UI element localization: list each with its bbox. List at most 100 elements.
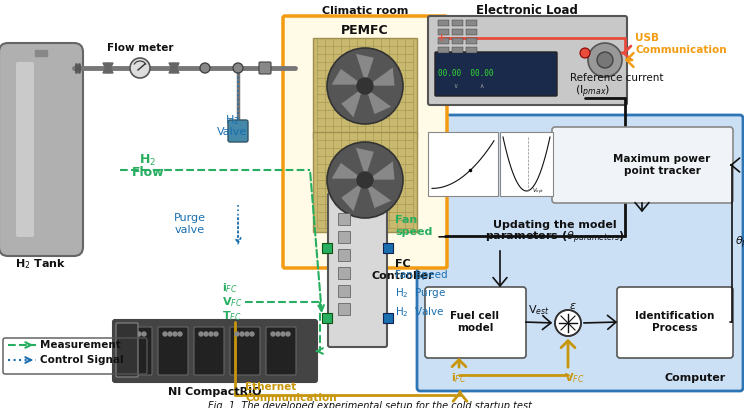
FancyBboxPatch shape: [158, 327, 188, 375]
Circle shape: [327, 142, 403, 218]
Text: Fan speed: Fan speed: [395, 270, 448, 280]
Circle shape: [555, 310, 581, 336]
Circle shape: [286, 332, 290, 336]
Circle shape: [235, 332, 239, 336]
Bar: [466, 47, 477, 53]
Bar: [338, 303, 350, 315]
Polygon shape: [331, 162, 359, 179]
Bar: [428, 132, 498, 196]
Text: Ethernet: Ethernet: [245, 382, 296, 392]
Bar: [313, 132, 417, 232]
Polygon shape: [169, 63, 179, 73]
Bar: [466, 38, 477, 44]
Bar: [500, 132, 553, 196]
Bar: [438, 29, 449, 35]
FancyBboxPatch shape: [230, 327, 260, 375]
Polygon shape: [372, 161, 395, 180]
Text: parameters ($\theta_{parameters}$): parameters ($\theta_{parameters}$): [485, 230, 625, 246]
Polygon shape: [169, 63, 179, 73]
Text: V       A: V A: [448, 84, 484, 89]
Polygon shape: [103, 63, 113, 73]
Circle shape: [142, 332, 146, 336]
Polygon shape: [372, 67, 395, 86]
Circle shape: [271, 332, 275, 336]
Text: −: −: [436, 229, 448, 243]
Text: H$_2$: H$_2$: [139, 153, 156, 168]
Bar: [466, 20, 477, 26]
Circle shape: [130, 58, 150, 78]
Circle shape: [214, 332, 218, 336]
Circle shape: [137, 332, 141, 336]
Bar: [338, 231, 350, 243]
Circle shape: [173, 332, 177, 336]
Text: (I$_{pmax}$): (I$_{pmax}$): [575, 84, 610, 100]
Text: Computer: Computer: [664, 373, 725, 383]
Text: H$_2$: H$_2$: [225, 113, 240, 127]
Bar: [452, 47, 463, 53]
Polygon shape: [356, 53, 374, 78]
Circle shape: [240, 332, 244, 336]
Circle shape: [163, 332, 167, 336]
Bar: [452, 20, 463, 26]
Bar: [313, 38, 417, 138]
FancyBboxPatch shape: [228, 120, 248, 142]
Circle shape: [588, 43, 622, 77]
FancyBboxPatch shape: [266, 327, 296, 375]
FancyBboxPatch shape: [194, 327, 224, 375]
Circle shape: [204, 332, 208, 336]
Bar: [338, 213, 350, 225]
Bar: [438, 38, 449, 44]
Polygon shape: [368, 91, 392, 115]
Polygon shape: [103, 63, 113, 73]
FancyBboxPatch shape: [259, 62, 271, 74]
Text: $\theta_{parameters}$: $\theta_{parameters}$: [735, 235, 744, 251]
Text: V$_{FC}$: V$_{FC}$: [564, 371, 584, 385]
FancyBboxPatch shape: [552, 127, 733, 203]
Bar: [338, 249, 350, 261]
Text: Updating the model: Updating the model: [493, 220, 617, 230]
Circle shape: [281, 332, 285, 336]
Text: speed: speed: [395, 227, 432, 237]
Text: i$_{FC}$: i$_{FC}$: [222, 281, 238, 295]
Text: 00.00  00.00: 00.00 00.00: [438, 69, 494, 78]
Circle shape: [209, 332, 213, 336]
Bar: [438, 20, 449, 26]
Text: NI CompactRIO: NI CompactRIO: [168, 387, 262, 397]
FancyBboxPatch shape: [428, 16, 627, 105]
Bar: [322, 243, 332, 253]
Bar: [438, 47, 449, 53]
Text: Flow: Flow: [132, 166, 164, 180]
Text: H$_2$ Tank: H$_2$ Tank: [16, 257, 66, 271]
FancyBboxPatch shape: [617, 287, 733, 358]
Text: Measurement: Measurement: [40, 340, 121, 350]
Text: Climatic room: Climatic room: [322, 6, 408, 16]
Text: Communication: Communication: [245, 393, 336, 403]
Text: Fan: Fan: [395, 215, 417, 225]
Bar: [466, 29, 477, 35]
FancyBboxPatch shape: [16, 62, 34, 237]
Text: Fuel cell
model: Fuel cell model: [451, 311, 499, 333]
Circle shape: [597, 52, 613, 68]
Bar: [338, 285, 350, 297]
Polygon shape: [341, 91, 362, 118]
Circle shape: [357, 78, 373, 94]
Text: Maximum power
point tracker: Maximum power point tracker: [613, 154, 711, 176]
Circle shape: [178, 332, 182, 336]
Circle shape: [276, 332, 280, 336]
Text: PEMFC: PEMFC: [341, 24, 389, 38]
Text: Reference current: Reference current: [570, 73, 664, 83]
Circle shape: [250, 332, 254, 336]
Bar: [452, 29, 463, 35]
Text: Flow meter: Flow meter: [106, 43, 173, 53]
Text: $V_{opt}$: $V_{opt}$: [532, 187, 544, 197]
Circle shape: [357, 172, 373, 188]
Polygon shape: [341, 185, 362, 212]
Text: V$_{est}$: V$_{est}$: [528, 303, 550, 317]
Text: ε: ε: [570, 301, 576, 311]
FancyBboxPatch shape: [283, 16, 447, 268]
Circle shape: [132, 332, 136, 336]
Bar: [383, 243, 393, 253]
Circle shape: [580, 48, 590, 58]
Text: Fig. 1. The developed experimental setup for the cold startup test.: Fig. 1. The developed experimental setup…: [208, 401, 536, 408]
Text: Electronic Load: Electronic Load: [476, 4, 578, 16]
